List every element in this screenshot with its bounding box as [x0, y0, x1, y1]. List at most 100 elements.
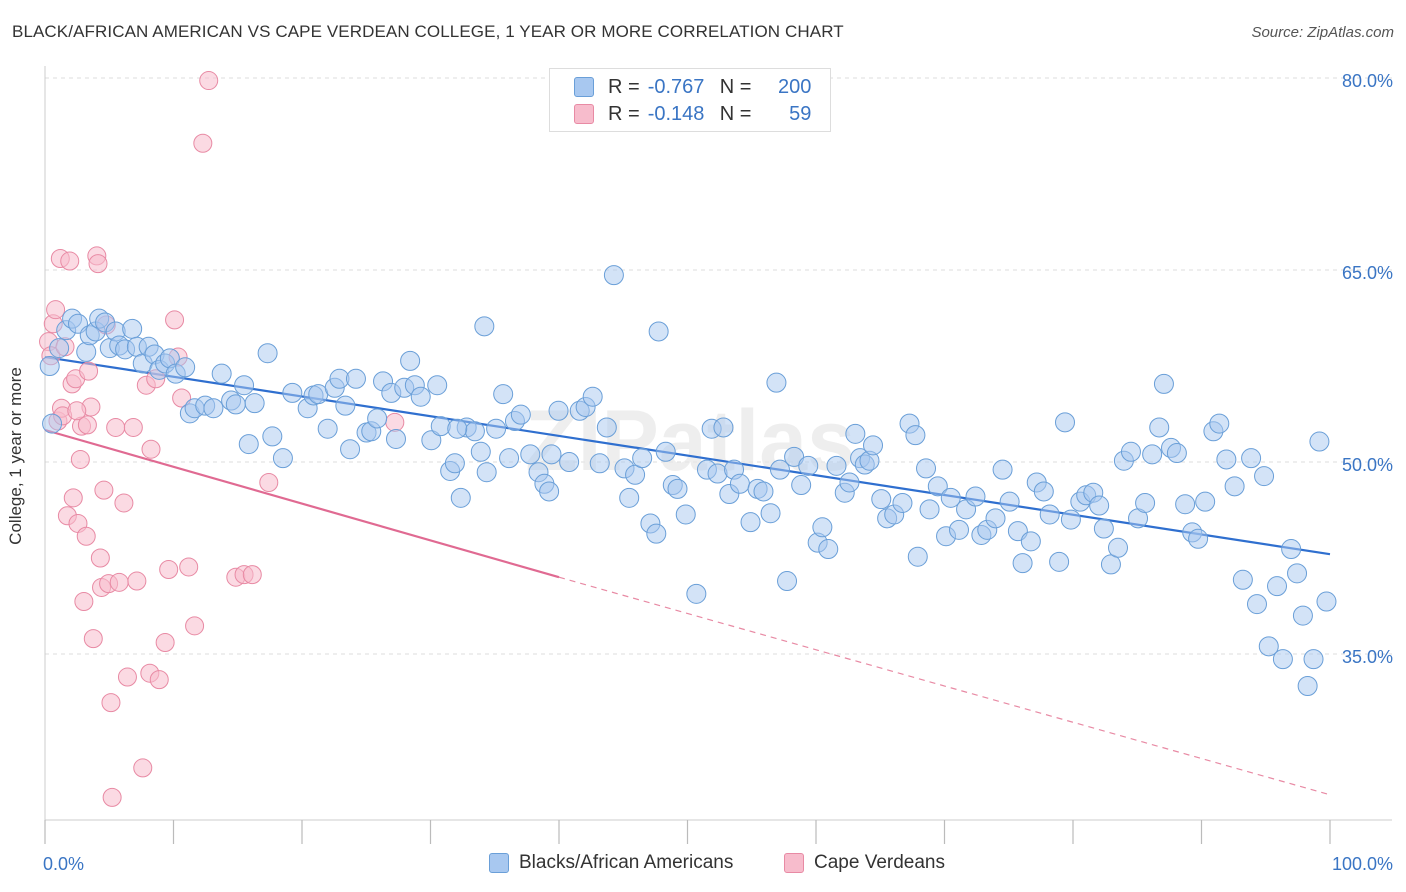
black-african-american-point — [632, 448, 653, 469]
cape-verdean-point — [155, 632, 175, 652]
black-african-american-point — [1272, 649, 1293, 670]
bottom-legend-label: Cape Verdeans — [814, 852, 945, 873]
black-african-american-point — [648, 321, 669, 342]
black-african-american-point — [919, 499, 940, 520]
black-african-american-point — [1303, 649, 1324, 670]
black-african-american-point — [1175, 494, 1196, 515]
black-african-american-point — [548, 400, 569, 421]
cape-verdean-point — [77, 415, 97, 435]
black-african-american-point — [760, 503, 781, 524]
black-african-american-point — [1297, 676, 1318, 696]
black-african-american-point — [798, 455, 819, 476]
legend-r-value: -0.767 — [647, 75, 705, 98]
tick-labels: 35.0% 50.0% 65.0% 80.0% 0.0% 100.0% — [43, 71, 1393, 874]
cape-verdean-point — [117, 667, 137, 687]
black-african-american-point — [916, 458, 937, 479]
bottom-legend-swatch-blue — [489, 853, 509, 873]
legend-n-label: N = — [719, 102, 752, 125]
black-african-american-point — [625, 464, 646, 485]
black-african-american-point — [1309, 431, 1330, 452]
cape-verdean-point — [109, 572, 129, 592]
black-african-american-point — [826, 455, 847, 476]
legend-n-value: 200 — [778, 75, 812, 98]
black-african-american-point — [729, 473, 750, 494]
black-african-american-point — [282, 382, 303, 403]
black-african-american-point — [1216, 449, 1237, 470]
black-african-american-point — [203, 398, 224, 419]
black-african-american-point — [1012, 553, 1033, 574]
black-african-american-point — [791, 475, 812, 496]
black-african-american-point — [76, 341, 97, 362]
black-african-american-point — [999, 491, 1020, 512]
black-african-american-point — [1281, 539, 1302, 560]
black-african-american-point — [766, 372, 787, 393]
trend-lines — [44, 355, 1331, 796]
black-african-american-point — [818, 539, 839, 560]
y-tick-label: 35.0% — [1342, 647, 1393, 667]
black-african-american-point — [539, 481, 560, 502]
cape-verdean-point — [127, 571, 147, 591]
black-african-american-point — [1267, 576, 1288, 597]
black-african-american-point — [1108, 537, 1129, 558]
black-african-american-point — [713, 417, 734, 438]
black-african-american-point — [262, 426, 283, 447]
cape-verdean-point — [102, 787, 122, 807]
black-african-american-point — [646, 523, 667, 544]
black-african-american-point — [675, 504, 696, 525]
bottom-legend-swatch-pink — [784, 853, 804, 873]
black-african-american-point — [476, 462, 497, 483]
cape-verdean-point — [385, 412, 405, 432]
black-african-american-point — [1049, 551, 1070, 572]
black-african-american-point — [486, 418, 507, 439]
black-african-american-point — [1224, 476, 1245, 497]
legend-r-value: -0.148 — [647, 102, 705, 125]
black-african-american-point — [444, 453, 465, 474]
black-african-american-point — [234, 375, 255, 396]
legend-r-label: R = — [608, 102, 640, 125]
cape-verdean-point — [63, 488, 83, 508]
black-african-american-point — [892, 492, 913, 513]
cape-verdean-point — [106, 417, 126, 437]
black-african-american-point — [686, 583, 707, 604]
y-tick-label: 80.0% — [1342, 71, 1393, 91]
black-african-american-point — [1135, 492, 1156, 513]
cape-verdean-point — [259, 472, 279, 492]
cape-verdean-point — [159, 560, 179, 580]
black-african-american-point — [1258, 636, 1279, 657]
black-african-american-point — [1316, 591, 1337, 612]
black-african-american-point — [965, 486, 986, 507]
x-tick-label: 0.0% — [43, 854, 84, 874]
black-african-american-point — [905, 425, 926, 446]
cape-verdean-point — [83, 629, 103, 649]
black-african-american-point — [367, 408, 388, 429]
legend-r-label: R = — [608, 75, 640, 98]
black-african-american-point — [225, 394, 246, 415]
black-african-american-point — [1020, 531, 1041, 552]
black-african-american-point — [1060, 509, 1081, 530]
black-african-american-point — [474, 316, 495, 337]
black-african-american-point — [385, 428, 406, 449]
black-african-american-point — [1241, 448, 1262, 469]
black-african-american-point — [1153, 373, 1174, 394]
black-african-american-point — [1292, 605, 1313, 626]
black-african-american-point — [1149, 417, 1170, 438]
cape-verdean-point — [123, 417, 143, 437]
black-african-american-point — [410, 386, 431, 407]
black-african-american-point — [122, 318, 143, 339]
black-african-american-point — [49, 338, 70, 359]
cape-verdean-point — [70, 449, 90, 469]
black-african-american-point — [1287, 563, 1308, 584]
cape-verdean-point — [88, 254, 108, 274]
black-african-american-point — [927, 476, 948, 497]
black-african-american-point — [510, 404, 531, 425]
black-african-american-points — [39, 265, 1337, 696]
cape-verdean-point — [60, 251, 80, 271]
black-african-american-point — [559, 452, 580, 472]
black-african-american-point — [582, 386, 603, 407]
cape-verdean-point — [141, 439, 161, 459]
black-african-american-point — [907, 546, 928, 567]
black-african-american-point — [211, 363, 232, 384]
black-african-american-point — [777, 571, 798, 592]
legend-swatch-blue — [574, 77, 594, 97]
